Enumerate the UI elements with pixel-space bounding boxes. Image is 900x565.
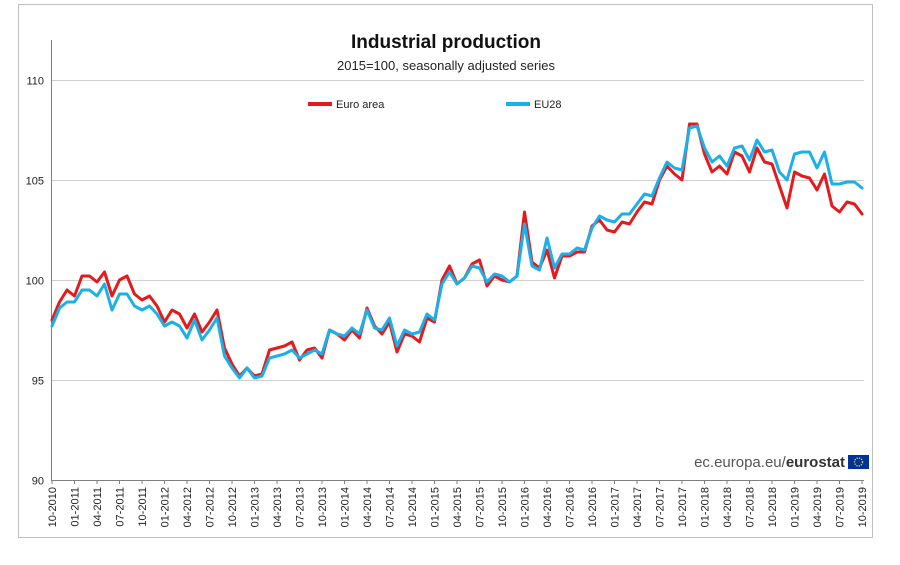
- x-tick-label: 10-2017: [677, 487, 689, 527]
- chart-title: Industrial production: [351, 32, 541, 53]
- source-brand: eurostat: [786, 454, 845, 471]
- y-tick-label: 95: [32, 376, 44, 388]
- x-tick-label: 10-2015: [497, 487, 509, 527]
- x-tick-label: 01-2015: [430, 487, 442, 527]
- x-tick-label: 04-2013: [272, 487, 284, 527]
- legend-item-euro-area: Euro area: [308, 99, 385, 111]
- y-tick-label: 90: [32, 476, 44, 488]
- legend-label-eu28: EU28: [534, 99, 562, 111]
- x-tick-label: 04-2017: [632, 487, 644, 527]
- series-line-eu28: [50, 124, 864, 380]
- x-tick-label: 04-2014: [362, 487, 374, 527]
- x-tick-label: 01-2017: [610, 487, 622, 527]
- x-tick-label: 07-2013: [295, 487, 307, 527]
- x-tick-label: 07-2012: [205, 487, 217, 527]
- x-tick-label: 07-2018: [745, 487, 757, 527]
- source-credit: ec.europa.eu/eurostat: [694, 454, 869, 471]
- x-tick-label: 04-2012: [182, 487, 194, 527]
- series-lines: [50, 122, 864, 380]
- y-tick-label: 110: [26, 76, 44, 88]
- x-tick-label: 01-2018: [700, 487, 712, 527]
- x-tick-label: 10-2013: [317, 487, 329, 527]
- x-tick-label: 10-2010: [47, 487, 59, 527]
- x-tick-labels: 10-2010 01-2011 04-2011 07-2011 10-2011 01-20…: [47, 487, 869, 527]
- axes: [51, 40, 864, 484]
- y-tick-label: 105: [26, 176, 44, 188]
- x-tick-label: 04-2015: [452, 487, 464, 527]
- y-tick-labels: 90 95 100 105 110: [26, 76, 44, 488]
- x-tick-label: 10-2016: [587, 487, 599, 527]
- x-tick-label: 10-2014: [407, 487, 419, 527]
- x-tick-label: 10-2018: [767, 487, 779, 527]
- x-tick-label: 01-2014: [340, 487, 352, 527]
- x-tick-label: 04-2011: [92, 487, 104, 527]
- x-tick-label: 07-2016: [565, 487, 577, 527]
- legend-item-eu28: EU28: [506, 99, 562, 111]
- x-tick-label: 04-2016: [542, 487, 554, 527]
- y-tick-label: 100: [26, 276, 44, 288]
- source-text: ec.europa.eu/eurostat: [694, 454, 845, 471]
- x-tick-label: 07-2017: [655, 487, 667, 527]
- x-tick-label: 01-2016: [520, 487, 532, 527]
- x-tick-label: 07-2011: [115, 487, 127, 527]
- eu-flag-icon: [848, 455, 869, 469]
- x-tick-label: 07-2014: [385, 487, 397, 527]
- x-tick-label: 04-2018: [722, 487, 734, 527]
- source-prefix: ec.europa.eu/: [694, 454, 787, 471]
- x-tick-label: 01-2012: [160, 487, 172, 527]
- legend: Euro area EU28: [308, 99, 562, 111]
- grid-lines: [51, 80, 864, 381]
- x-tick-label: 01-2013: [250, 487, 262, 527]
- x-tick-label: 07-2015: [475, 487, 487, 527]
- chart-subtitle: 2015=100, seasonally adjusted series: [337, 58, 555, 73]
- x-tick-label: 10-2019: [857, 487, 869, 527]
- legend-label-euro-area: Euro area: [336, 99, 385, 111]
- x-tick-label: 04-2019: [812, 487, 824, 527]
- x-tick-label: 07-2019: [835, 487, 847, 527]
- x-tick-label: 10-2011: [137, 487, 149, 527]
- x-tick-label: 01-2011: [70, 487, 82, 527]
- x-tick-label: 01-2019: [790, 487, 802, 527]
- x-tick-label: 10-2012: [227, 487, 239, 527]
